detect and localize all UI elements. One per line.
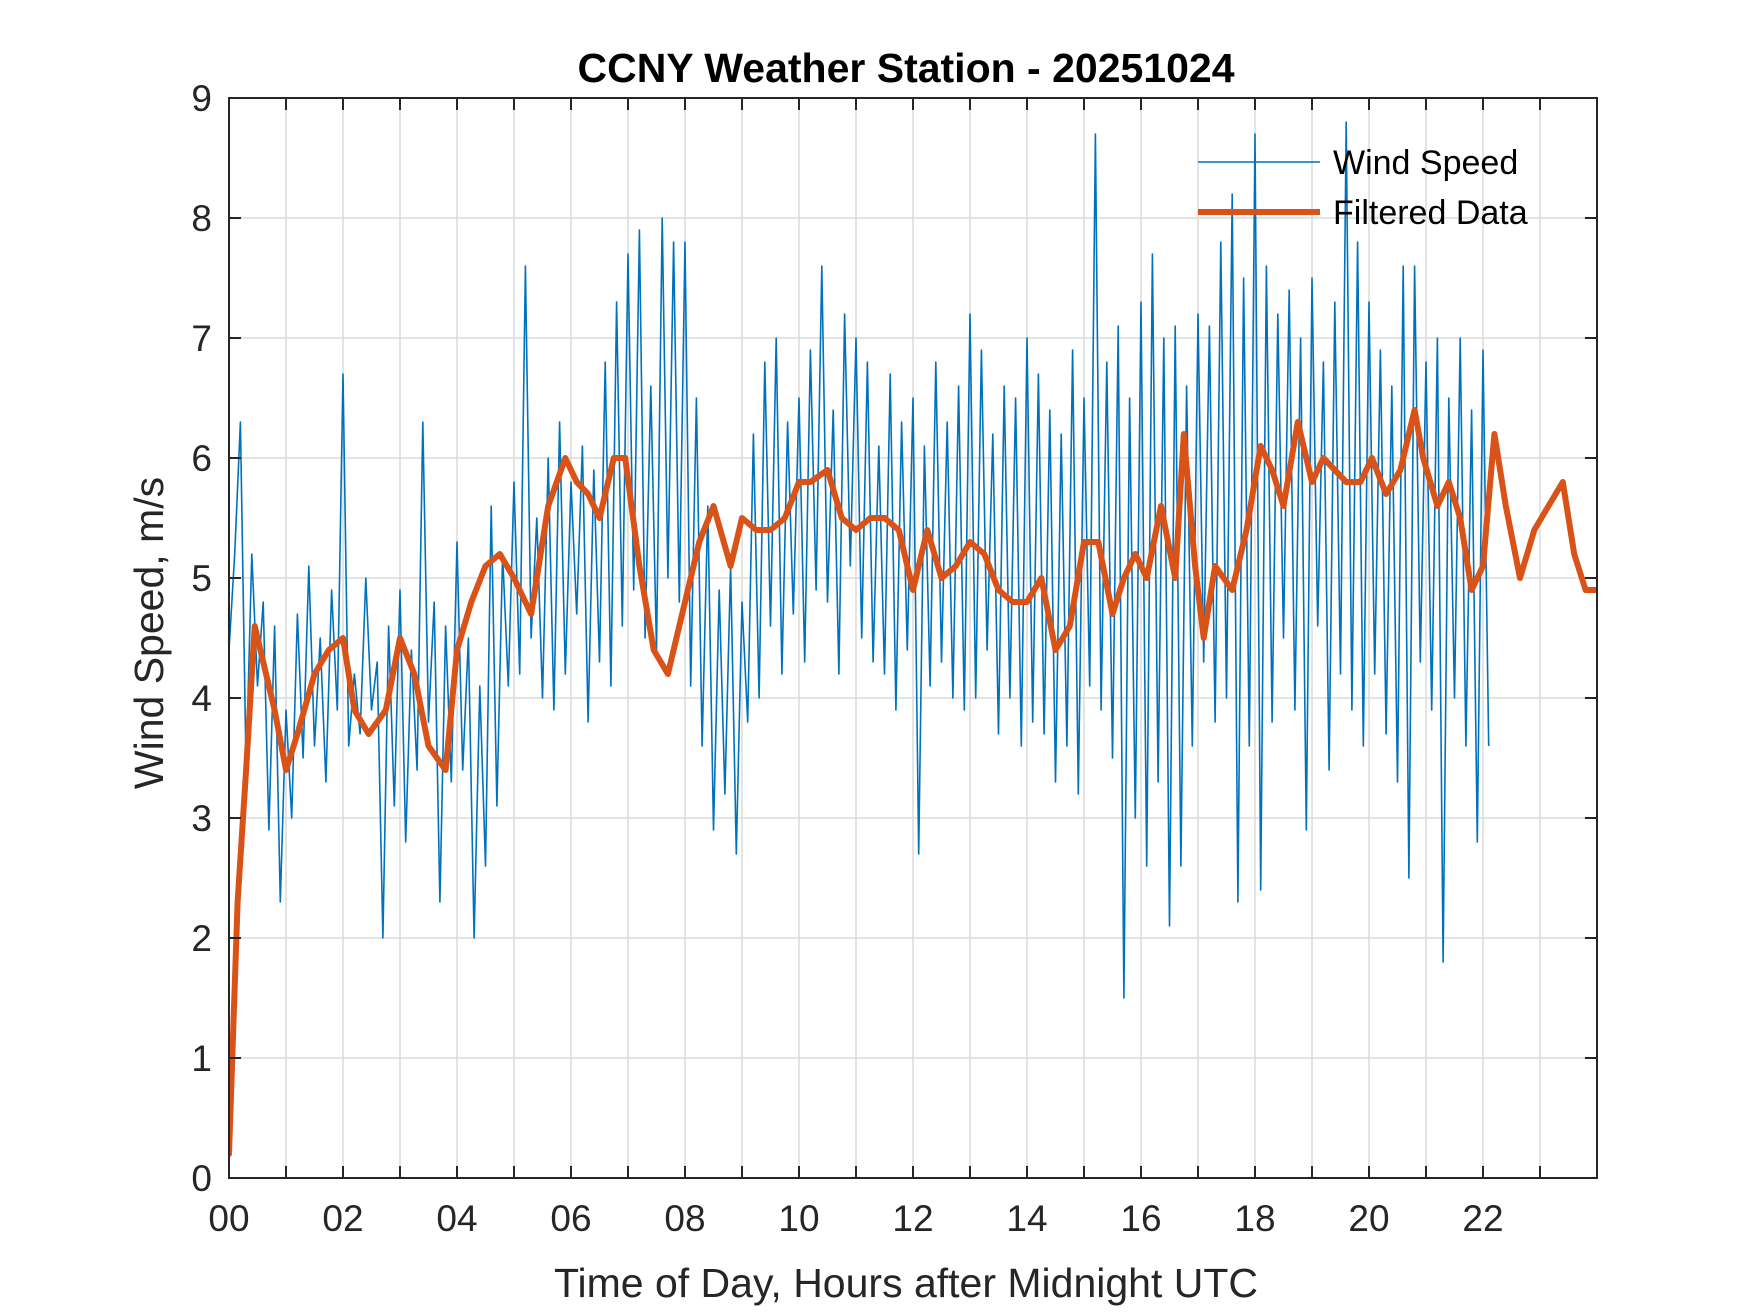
x-tick-label: 00	[208, 1198, 249, 1239]
y-tick-labels: 0 1 2 3 4 5 6 7 8 9	[191, 78, 212, 1199]
y-tick-label: 6	[191, 438, 212, 479]
x-tick-label: 20	[1348, 1198, 1389, 1239]
y-tick-label: 5	[191, 558, 212, 599]
legend-label-filtered-data: Filtered Data	[1333, 194, 1528, 232]
series-line-wind-speed	[229, 121, 1490, 999]
axis-ticks	[229, 97, 1597, 1179]
x-tick-label: 16	[1120, 1198, 1161, 1239]
x-axis-label: Time of Day, Hours after Midnight UTC	[554, 1260, 1258, 1306]
x-tick-label: 10	[778, 1198, 819, 1239]
x-tick-label: 18	[1234, 1198, 1275, 1239]
series-line-filtered-data	[229, 407, 1597, 1157]
x-tick-label: 22	[1462, 1198, 1503, 1239]
legend-label-wind-speed: Wind Speed	[1333, 144, 1518, 182]
y-axis-label: Wind Speed, m/s	[126, 477, 172, 789]
x-tick-label: 08	[664, 1198, 705, 1239]
y-tick-label: 8	[191, 198, 212, 239]
y-tick-label: 9	[191, 78, 212, 119]
x-tick-label: 06	[550, 1198, 591, 1239]
y-tick-label: 2	[191, 918, 212, 959]
legend: Wind Speed Filtered Data	[1198, 144, 1528, 232]
x-tick-label: 04	[436, 1198, 477, 1239]
chart-title: CCNY Weather Station - 20251024	[577, 45, 1234, 91]
x-tick-label: 14	[1006, 1198, 1047, 1239]
y-tick-label: 0	[191, 1158, 212, 1199]
y-tick-label: 1	[191, 1038, 212, 1079]
x-tick-label: 12	[892, 1198, 933, 1239]
x-tick-labels: 00 02 04 06 08 10 12 14 16 18 20 22	[208, 1198, 1503, 1239]
y-tick-label: 7	[191, 318, 212, 359]
y-tick-label: 3	[191, 798, 212, 839]
y-tick-label: 4	[191, 678, 212, 719]
x-tick-label: 02	[322, 1198, 363, 1239]
grid-lines	[229, 98, 1597, 1178]
series-layer	[229, 121, 1597, 1157]
